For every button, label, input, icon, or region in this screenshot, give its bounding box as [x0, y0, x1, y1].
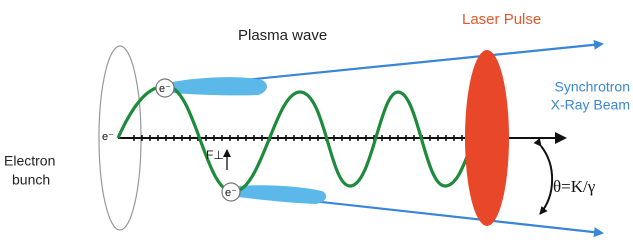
ion [387, 135, 393, 141]
diagram: e⁻ e⁻ e⁻ F⊥ θ=K/γ Plasma wave Laser Puls… [0, 0, 633, 244]
ion [139, 135, 145, 141]
ion [179, 135, 185, 141]
ion [451, 135, 457, 141]
electron-bunch-label: Electron [4, 153, 55, 169]
ion [131, 135, 137, 141]
ion [235, 135, 241, 141]
ion [291, 135, 297, 141]
synchrotron-label: Synchrotron [555, 79, 630, 95]
ion [307, 135, 313, 141]
ion [211, 135, 217, 141]
laser-pulse [465, 50, 509, 226]
ion [339, 135, 345, 141]
ion [171, 135, 177, 141]
ion [155, 135, 161, 141]
ion [299, 135, 305, 141]
ion [379, 135, 385, 141]
electron-label: e⁻ [102, 131, 114, 143]
plasma-wave-label: Plasma wave [238, 27, 327, 44]
ion [435, 135, 441, 141]
force-label: F⊥ [206, 148, 224, 162]
ion [219, 135, 225, 141]
radiation-cone-upper [172, 77, 267, 95]
ion [443, 135, 449, 141]
laser-pulse-label: Laser Pulse [462, 11, 541, 28]
angle-arc [540, 146, 552, 214]
ion [427, 135, 433, 141]
ion [459, 135, 465, 141]
ion [355, 135, 361, 141]
ion [227, 135, 233, 141]
ion [259, 135, 265, 141]
radiation-cone-lower [238, 185, 326, 204]
ion [331, 135, 337, 141]
ion [283, 135, 289, 141]
ion [243, 135, 249, 141]
angle-label: θ=K/γ [553, 177, 596, 196]
page: {"labels": { "plasma_wave": "Plasma wave… [0, 0, 633, 244]
electron-label: e⁻ [159, 83, 171, 95]
ion [203, 135, 209, 141]
ion [163, 135, 169, 141]
electron-bunch-label: bunch [12, 172, 50, 188]
ion [315, 135, 321, 141]
ion [403, 135, 409, 141]
ion [187, 135, 193, 141]
ion [363, 135, 369, 141]
ion [395, 135, 401, 141]
ion [411, 135, 417, 141]
electron-label: e⁻ [225, 187, 237, 199]
ion [347, 135, 353, 141]
ion [251, 135, 257, 141]
ion [275, 135, 281, 141]
synchrotron-label: X-Ray Beam [551, 97, 630, 113]
ion [147, 135, 153, 141]
